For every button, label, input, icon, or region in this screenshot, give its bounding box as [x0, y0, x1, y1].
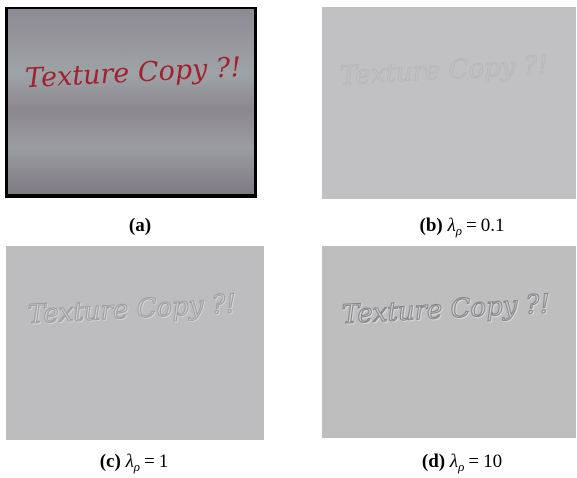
equals-sign: = [468, 451, 480, 472]
render-panel-c: Texture Copy ?! Texture Copy ?! [6, 246, 264, 440]
caption-letter: (d) [421, 451, 446, 472]
lambda-value: 10 [483, 451, 503, 472]
photo-panel-a: Texture Copy ?! [5, 7, 257, 198]
caption-letter: (c) [99, 451, 121, 472]
lambda-rho-symbol: λρ [125, 451, 141, 474]
lambda-value: 1 [158, 451, 169, 472]
render-panel-d: Texture Copy ?! Texture Copy ?! [322, 246, 576, 438]
caption-b: (b) λρ = 0.1 [392, 215, 532, 242]
lambda-rho-symbol: λρ [447, 215, 462, 238]
lambda-rho-symbol: λρ [449, 451, 465, 474]
caption-c: (c) λρ = 1 [64, 451, 204, 478]
caption-letter: (a) [128, 215, 152, 236]
equals-sign: = [144, 451, 155, 472]
caption-a: (a) [115, 215, 165, 237]
caption-d: (d) λρ = 10 [392, 451, 532, 478]
caption-letter: (b) [419, 215, 443, 236]
render-panel-b: Texture Copy ?! [322, 7, 576, 199]
equals-sign: = [466, 215, 477, 236]
lambda-value: 0.1 [480, 215, 505, 236]
